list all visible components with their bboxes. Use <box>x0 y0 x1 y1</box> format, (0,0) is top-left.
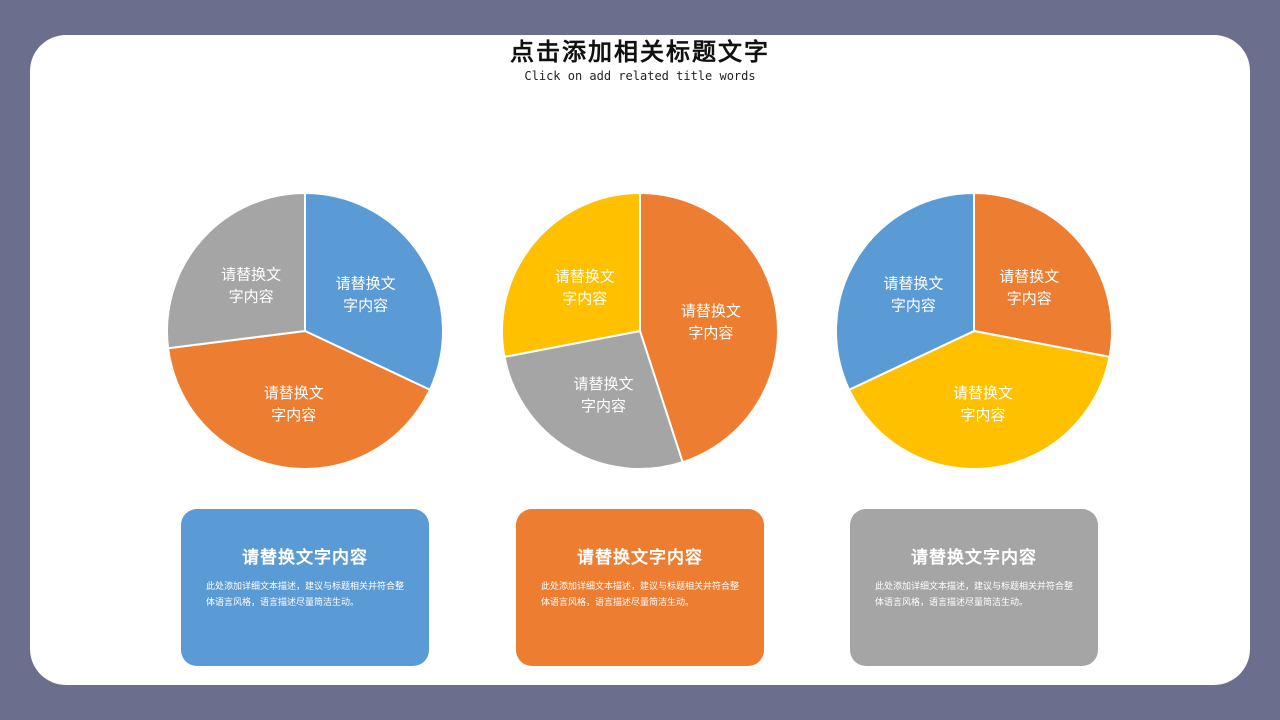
pie-slice <box>973 191 1113 359</box>
pie-slice <box>501 191 641 359</box>
pie-slice-label: 请替换文字内容 <box>555 267 615 307</box>
pie-slice-label: 请替换文字内容 <box>221 266 281 306</box>
pie-slice-label: 请替换文字内容 <box>681 302 741 342</box>
page-title: 点击添加相关标题文字 <box>510 37 770 66</box>
pie-slice <box>847 329 1111 471</box>
pie-slice-label: 请替换文字内容 <box>264 384 324 424</box>
card-description: 此处添加详细文本描述，建议与标题相关并符合整体语言风格，语言描述尽量简洁生动。 <box>875 582 1074 608</box>
card-title: 请替换文字内容 <box>577 548 703 568</box>
pie-slice <box>639 191 779 464</box>
info-card-1: 请替换文字内容 此处添加详细文本描述，建议与标题相关并符合整体语言风格，语言描述… <box>181 509 429 666</box>
pie-slice <box>166 191 306 350</box>
card-description: 此处添加详细文本描述，建议与标题相关并符合整体语言风格，语言描述尽量简洁生动。 <box>541 582 740 608</box>
pie-slice-label: 请替换文字内容 <box>336 275 396 315</box>
card-description: 此处添加详细文本描述，建议与标题相关并符合整体语言风格，语言描述尽量简洁生动。 <box>206 582 405 608</box>
pie-slice-label: 请替换文字内容 <box>883 275 943 315</box>
pie-slice <box>835 191 975 392</box>
card-title: 请替换文字内容 <box>242 548 368 568</box>
info-card-3: 请替换文字内容 此处添加详细文本描述，建议与标题相关并符合整体语言风格，语言描述… <box>850 509 1098 666</box>
pie-slice <box>304 191 444 392</box>
pie-slice-label: 请替换文字内容 <box>953 384 1013 424</box>
pie-slice <box>166 329 432 470</box>
pie-slice-label: 请替换文字内容 <box>999 267 1059 307</box>
card-title: 请替换文字内容 <box>911 548 1037 568</box>
info-card-2: 请替换文字内容 此处添加详细文本描述，建议与标题相关并符合整体语言风格，语言描述… <box>516 509 764 666</box>
pie-slice <box>503 329 684 470</box>
pie-slice-label: 请替换文字内容 <box>573 375 633 415</box>
page-subtitle: Click on add related title words <box>524 69 756 83</box>
